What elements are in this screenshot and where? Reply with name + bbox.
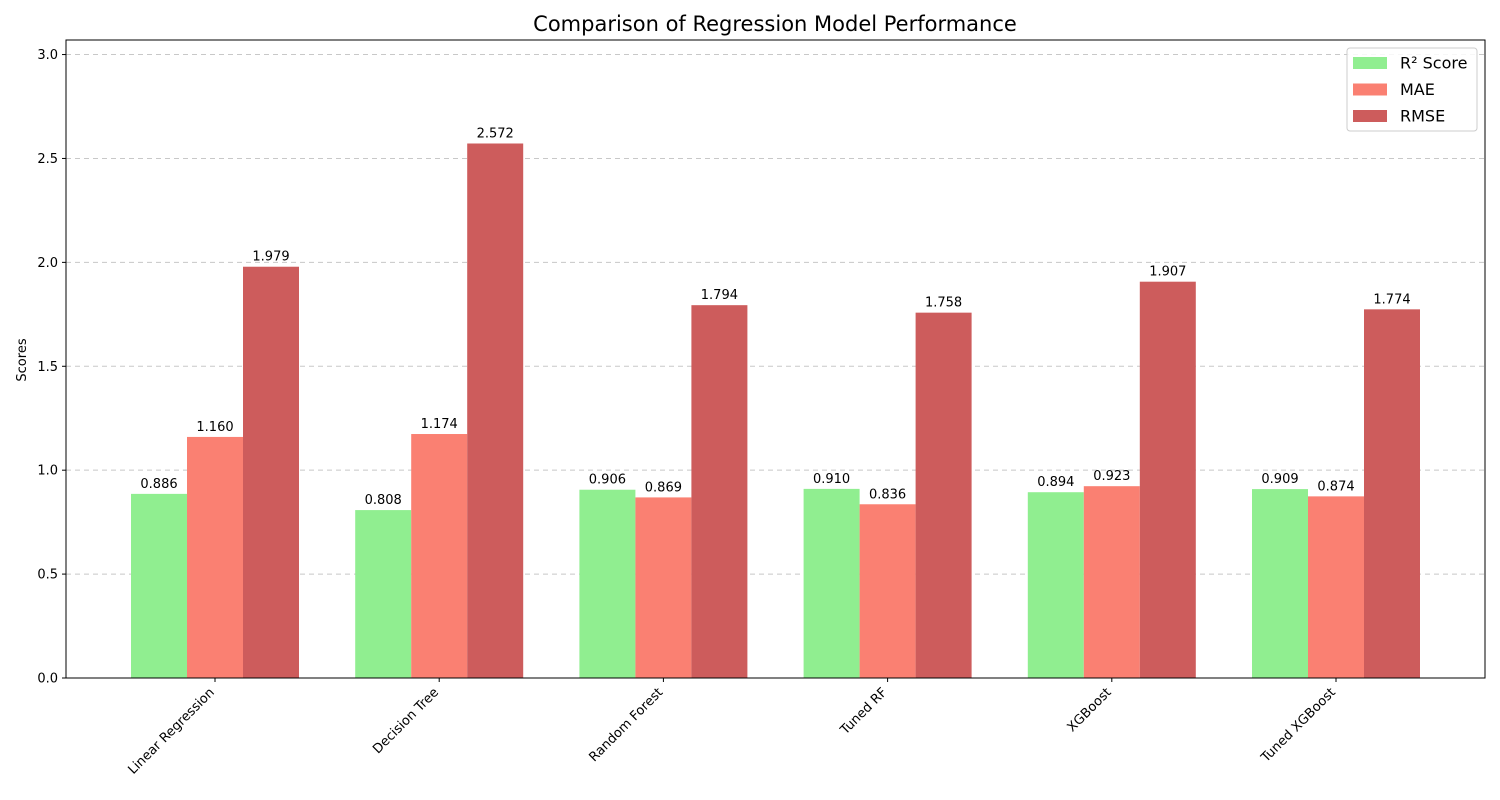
data-label: 0.923 — [1093, 469, 1130, 484]
y-tick-label: 2.5 — [37, 152, 58, 167]
bar-r-score-1 — [355, 510, 412, 678]
y-tick-label: 1.0 — [37, 464, 58, 479]
data-label: 0.886 — [140, 477, 177, 492]
data-label: 1.979 — [252, 250, 289, 265]
bar-mae-2 — [635, 497, 692, 678]
x-tick-label: Random Forest — [586, 685, 666, 765]
x-tick-label: Linear Regression — [125, 685, 217, 777]
bar-r-score-5 — [1252, 489, 1308, 678]
y-tick-label: 0.0 — [37, 672, 58, 687]
chart-title: Comparison of Regression Model Performan… — [533, 12, 1017, 36]
data-label: 0.808 — [365, 493, 402, 508]
x-tick-label: Tuned XGBoost — [1258, 685, 1339, 766]
y-axis-label: Scores — [15, 338, 30, 381]
legend-label: MAE — [1400, 80, 1435, 99]
bar-mae-4 — [1083, 486, 1140, 678]
bar-mae-1 — [411, 434, 468, 678]
data-label: 1.174 — [421, 417, 458, 432]
bar-rmse-4 — [1139, 281, 1196, 678]
legend-swatch — [1353, 83, 1387, 96]
data-label: 1.774 — [1373, 292, 1410, 307]
y-tick-label: 3.0 — [37, 48, 58, 63]
data-label: 1.758 — [925, 296, 962, 311]
bar-rmse-3 — [915, 312, 972, 678]
bar-r-score-3 — [803, 488, 860, 678]
x-tick-label: Tuned RF — [837, 685, 890, 738]
data-label: 2.572 — [477, 126, 514, 141]
legend-swatch — [1353, 110, 1387, 122]
data-label: 1.907 — [1149, 265, 1186, 280]
y-tick-label: 1.5 — [37, 360, 58, 375]
data-label: 0.906 — [589, 473, 626, 488]
y-axis-ticks: 0.0 0.5 1.0 1.5 2.0 2.5 3.0 — [37, 48, 66, 687]
data-label: 1.160 — [196, 420, 233, 435]
y-tick-label: 2.0 — [37, 256, 58, 271]
bars — [131, 143, 1420, 678]
bar-r-score-4 — [1027, 492, 1084, 678]
data-label: 0.910 — [813, 472, 850, 487]
bar-r-score-0 — [131, 493, 187, 678]
bar-mae-0 — [187, 436, 243, 678]
data-labels: 0.886 0.808 0.906 0.910 0.894 0.909 1.160 1.174… — [140, 126, 1410, 508]
bar-rmse-2 — [691, 305, 748, 678]
plot-frame — [65, 39, 1486, 679]
bar-mae-5 — [1308, 496, 1364, 678]
data-label: 0.874 — [1317, 479, 1354, 494]
x-tick-label: XGBoost — [1065, 685, 1115, 735]
legend-label: RMSE — [1400, 107, 1445, 126]
legend-swatch — [1353, 57, 1387, 69]
grid-lines — [66, 54, 1485, 679]
x-axis-ticks: Linear Regression Decision Tree Random For… — [125, 678, 1339, 778]
x-tick-label: Decision Tree — [370, 685, 442, 757]
bar-rmse-0 — [243, 266, 299, 678]
data-label: 0.909 — [1261, 472, 1298, 487]
bar-mae-3 — [859, 504, 916, 678]
y-tick-label: 0.5 — [37, 568, 58, 583]
data-label: 0.869 — [645, 480, 682, 495]
bar-r-score-2 — [579, 489, 636, 678]
legend-label: R² Score — [1400, 54, 1467, 73]
data-label: 1.794 — [701, 288, 738, 303]
bar-rmse-1 — [467, 143, 524, 678]
legend: R² Score MAE RMSE — [1346, 47, 1478, 132]
data-label: 0.836 — [869, 487, 906, 502]
bar-rmse-5 — [1364, 309, 1420, 678]
data-label: 0.894 — [1037, 475, 1074, 490]
